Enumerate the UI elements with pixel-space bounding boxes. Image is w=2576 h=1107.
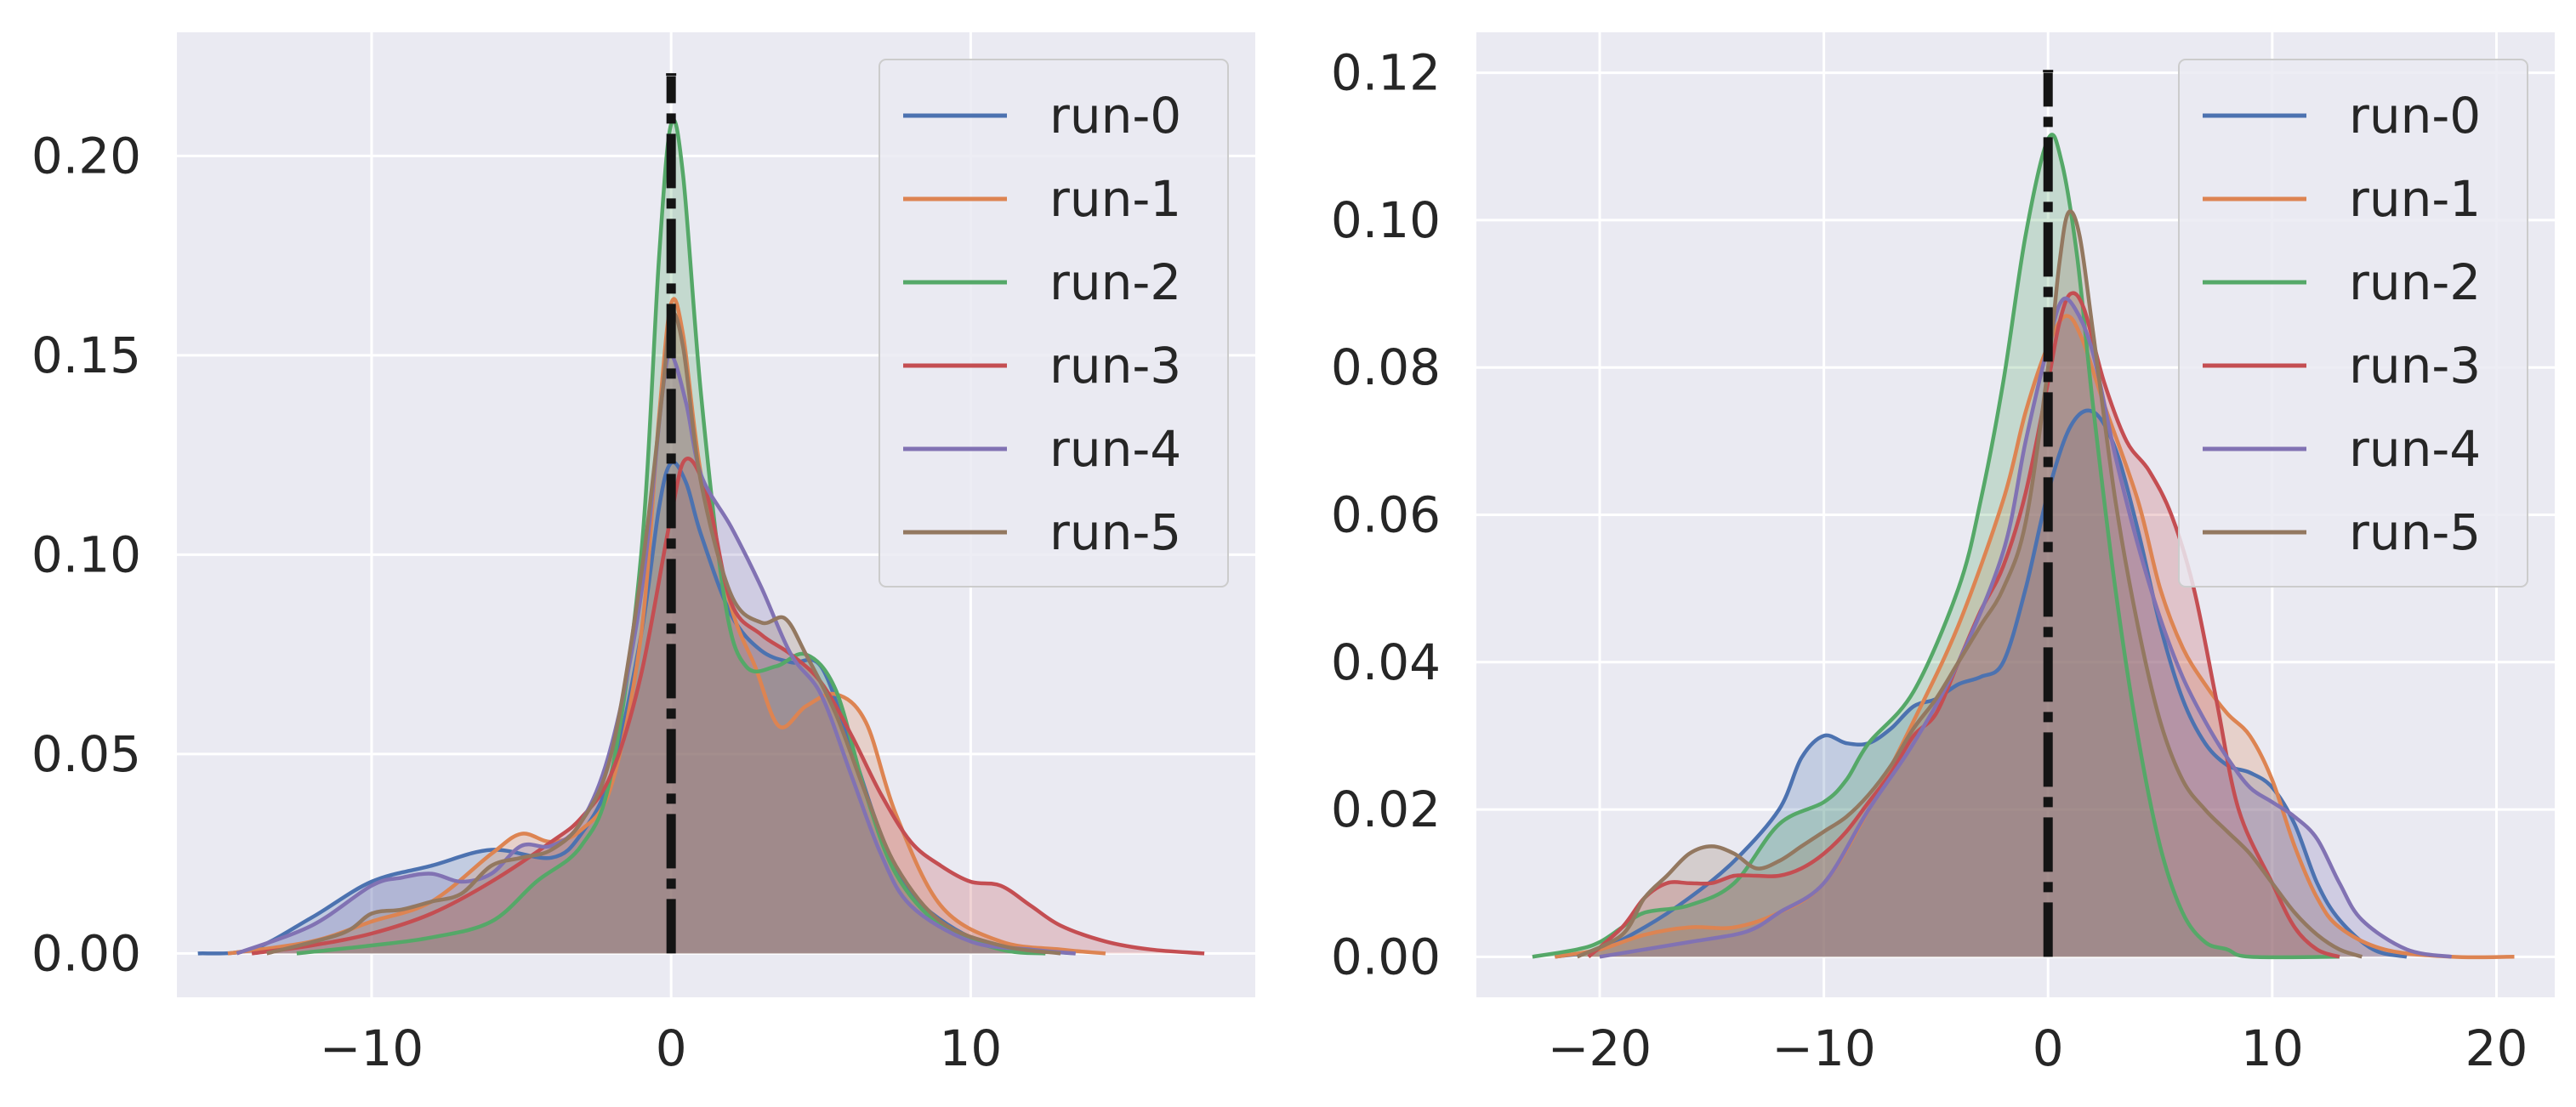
density-fill-run-5: [266, 313, 1061, 954]
density-fill-run-2: [296, 120, 1046, 954]
y-tick-label: 0.08: [1331, 338, 1441, 396]
density-fill-run-4: [1600, 298, 2452, 957]
y-tick-label: 0.20: [31, 127, 141, 184]
density-line-run-0: [1554, 408, 2408, 959]
legend-label: run-1: [1049, 170, 1181, 228]
density-fill-run-0: [197, 462, 1076, 954]
x-tick-label: 0: [656, 1019, 687, 1077]
legend: run-0 run-1 run-2 run-3 run-4 run-5: [879, 59, 1229, 588]
density-fill-run-0: [1555, 410, 2407, 957]
legend-label: run-3: [1049, 337, 1181, 395]
y-tick-label: 0.04: [1331, 633, 1441, 691]
density-line-run-2: [1532, 133, 2340, 960]
density-fill-run-1: [1555, 315, 2515, 957]
density-line-run-3: [1587, 291, 2340, 959]
legend: run-0 run-1 run-2 run-3 run-4 run-5: [2178, 59, 2528, 588]
density-line-run-4: [1599, 296, 2453, 959]
y-tick-label: 0.06: [1331, 486, 1441, 544]
legend-frame: [2178, 59, 2528, 588]
y-tick-label: 0.12: [1331, 44, 1441, 102]
density-fill-run-3: [252, 458, 1205, 954]
density-fill-run-5: [1577, 211, 2363, 957]
density-line-run-3: [251, 457, 1205, 956]
y-tick-label: 0.00: [1331, 928, 1441, 985]
density-fill-run-4: [236, 355, 1076, 954]
subplot-2: −20 −10 0 10 20 0.00 0.02 0.04 0.06 0.08 0.10 0.12 r…: [1331, 32, 2555, 1077]
y-tick-label: 0.00: [31, 924, 141, 982]
legend-frame: [879, 59, 1229, 588]
legend-label: run-0: [2349, 87, 2481, 145]
y-tick-label: 0.05: [31, 725, 141, 783]
legend-label: run-5: [1049, 503, 1181, 561]
x-tick-label: 10: [939, 1019, 1002, 1077]
x-tick-label: 0: [2033, 1019, 2064, 1077]
legend-label: run-2: [1049, 253, 1181, 311]
x-tick-label: −10: [1771, 1019, 1875, 1077]
legend-label: run-2: [2349, 253, 2481, 311]
legend-label: run-4: [1049, 420, 1181, 478]
x-tick-label: 10: [2241, 1019, 2304, 1077]
y-tick-label: 0.10: [1331, 191, 1441, 249]
density-fill-run-3: [1588, 292, 2340, 957]
plot-area: [197, 73, 1205, 956]
x-tick-label: −10: [320, 1019, 424, 1077]
legend-label: run-5: [2349, 503, 2481, 561]
legend-label: run-3: [2349, 337, 2481, 395]
y-tick-label: 0.02: [1331, 781, 1441, 838]
legend-label: run-4: [2349, 420, 2481, 478]
plot-area: [1532, 70, 2515, 960]
y-tick-label: 0.10: [31, 525, 141, 583]
density-line-run-1: [227, 297, 1106, 956]
x-tick-label: 20: [2465, 1019, 2528, 1077]
density-fill-run-2: [1532, 134, 2340, 957]
subplot-1: −10 0 100.000.050.100.150.20run-0run-1run-…: [31, 32, 1255, 1077]
legend-label: run-1: [2349, 170, 2481, 228]
density-line-run-5: [1576, 209, 2363, 959]
y-tick-label: 0.15: [31, 326, 141, 384]
legend-label: run-0: [1049, 87, 1181, 145]
x-tick-label: −20: [1548, 1019, 1652, 1077]
